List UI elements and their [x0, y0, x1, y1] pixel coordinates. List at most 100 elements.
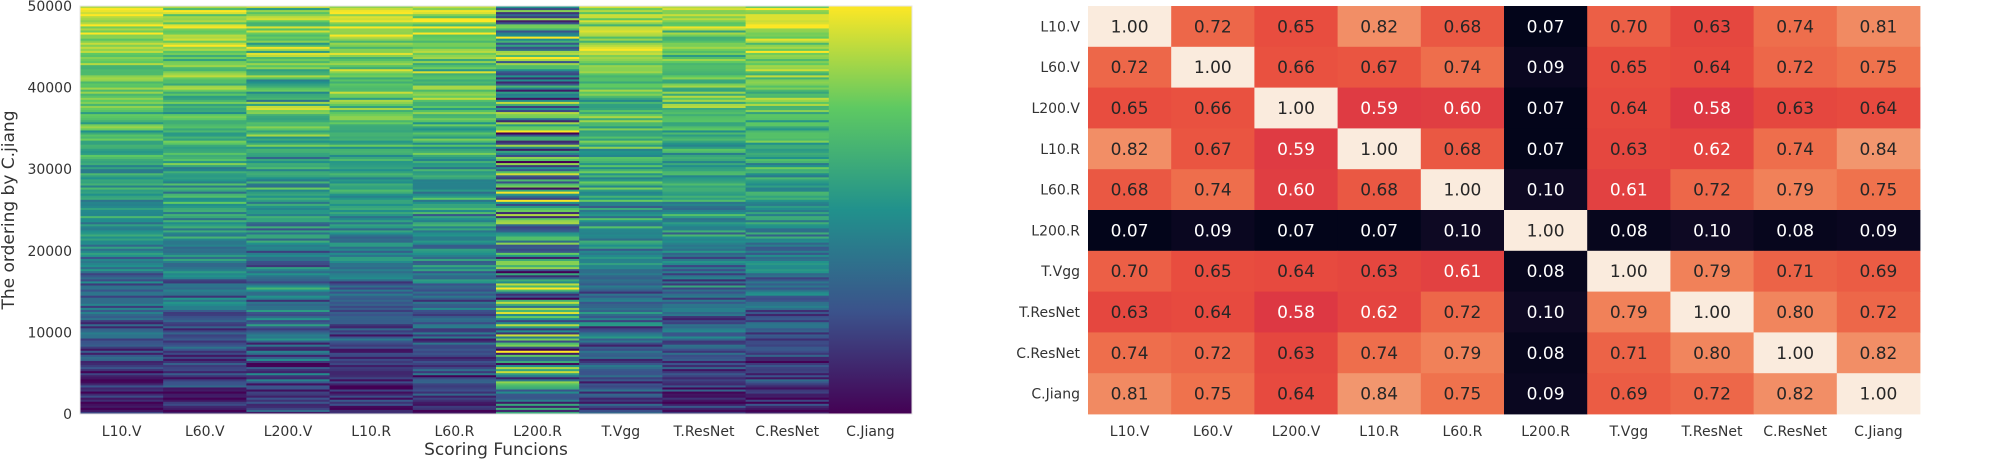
ordering-stripe [80, 18, 164, 21]
ordering-stripe [745, 411, 830, 414]
ordering-stripe [412, 40, 497, 44]
cell-value-label: 0.63 [1693, 17, 1731, 37]
ordering-stripe [80, 10, 164, 13]
ordering-stripe [662, 138, 747, 142]
ordering-stripe [745, 77, 830, 81]
ordering-stripe [662, 152, 747, 156]
ordering-stripe [412, 271, 497, 274]
ordering-stripe [412, 142, 497, 146]
ordering-stripe [745, 381, 830, 384]
ordering-stripe [662, 42, 747, 46]
ordering-stripe [329, 181, 414, 185]
ordering-stripe [412, 181, 497, 185]
ordering-stripe [412, 289, 497, 293]
ordering-stripe [745, 371, 830, 374]
ordering-stripe [745, 291, 830, 295]
ordering-stripe [80, 387, 164, 391]
ordering-stripe [246, 105, 331, 109]
ordering-stripe [579, 42, 663, 46]
ordering-stripe [163, 122, 247, 125]
ordering-stripe [163, 77, 247, 81]
ordering-stripe [80, 59, 164, 62]
ordering-stripe [745, 57, 830, 60]
ordering-stripe [745, 269, 830, 272]
cell-value-label: 0.63 [1610, 140, 1648, 160]
ordering-stripe [579, 71, 663, 74]
ordering-stripe [745, 256, 830, 260]
ordering-stripe [80, 67, 164, 70]
heatmap-cell [1088, 46, 1172, 88]
ordering-stripe [412, 105, 497, 109]
ordering-stripe [80, 360, 164, 364]
ordering-stripe [745, 395, 830, 399]
cell-value-label: 0.64 [1859, 99, 1897, 119]
ordering-stripe [745, 175, 830, 178]
ordering-stripe [662, 128, 747, 132]
ordering-stripe [579, 46, 663, 50]
cell-value-label: 0.10 [1527, 181, 1565, 201]
ordering-stripe [329, 291, 414, 295]
ordering-stripe [496, 352, 580, 356]
ordering-stripe [496, 42, 580, 46]
ordering-stripe [412, 281, 497, 285]
ordering-stripe [246, 48, 331, 52]
ordering-stripe [579, 79, 663, 83]
x-tick-label: L10.V [102, 424, 142, 440]
ordering-stripe [246, 379, 331, 382]
ordering-stripe [745, 322, 830, 325]
ordering-stripe [496, 273, 580, 276]
ordering-stripe [496, 397, 580, 401]
heatmap-cell [1670, 6, 1754, 48]
heatmap-cell [1088, 128, 1172, 170]
ordering-stripe [246, 254, 331, 258]
ordering-stripe [412, 358, 497, 362]
ordering-stripe [412, 179, 497, 183]
ordering-stripe [329, 201, 414, 205]
ordering-stripe [329, 10, 414, 13]
ordering-stripe [80, 222, 164, 225]
ordering-stripe [412, 399, 497, 403]
ordering-stripe [163, 114, 247, 117]
ordering-stripe [579, 407, 663, 411]
ordering-stripe [412, 95, 497, 99]
ordering-stripe [745, 407, 830, 411]
ordering-stripe [329, 267, 414, 270]
ordering-stripe [496, 177, 580, 180]
ordering-stripe [80, 130, 164, 134]
ordering-stripe [745, 297, 830, 301]
ordering-stripe [412, 57, 497, 60]
ordering-stripe [662, 50, 747, 54]
ordering-stripe [412, 365, 497, 368]
ordering-stripe [579, 150, 663, 154]
heatmap-cell [1254, 46, 1338, 88]
ordering-stripe [745, 299, 830, 303]
ordering-stripe [412, 165, 497, 168]
ordering-stripe [662, 126, 747, 129]
ordering-stripe [579, 134, 663, 138]
ordering-stripe [246, 365, 331, 368]
ordering-stripe [579, 314, 663, 317]
ordering-stripe [662, 101, 747, 105]
cell-value-label: 0.08 [1527, 344, 1565, 364]
ordering-stripe [329, 20, 414, 23]
ordering-stripe [246, 136, 331, 140]
ordering-stripe [163, 301, 247, 305]
ordering-stripe [246, 240, 331, 244]
ordering-stripe [496, 79, 580, 83]
ordering-stripe [329, 165, 414, 168]
ordering-stripe [745, 75, 830, 78]
ordering-stripe [412, 148, 497, 152]
ordering-stripe [662, 85, 747, 89]
ordering-stripe [80, 46, 164, 50]
ordering-stripe [412, 30, 497, 34]
heatmap-cell [1337, 87, 1422, 129]
ordering-stripe [246, 75, 331, 78]
x-tick-label: C.ResNet [755, 424, 819, 440]
ordering-stripe [496, 169, 580, 172]
ordering-stripe [745, 24, 830, 27]
ordering-stripe [80, 73, 164, 76]
ordering-stripe [745, 271, 830, 274]
ordering-stripe [246, 142, 331, 146]
ordering-stripe [579, 118, 663, 121]
ordering-stripe [80, 32, 164, 36]
